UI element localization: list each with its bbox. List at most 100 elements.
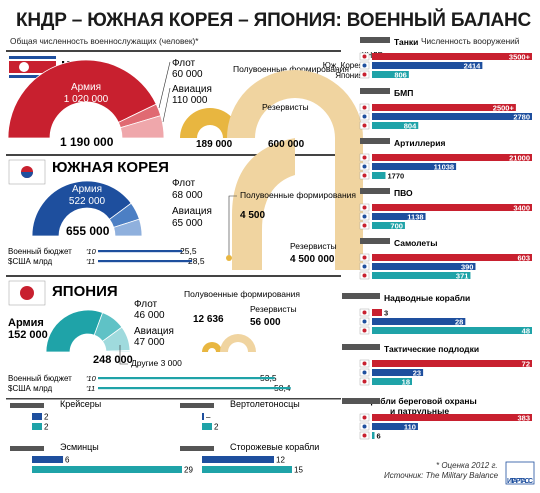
dprk-army-label: Армия <box>71 82 101 93</box>
ship-title-2: Эсминцы <box>60 442 99 452</box>
equip-value-2-2: 1770 <box>387 172 404 181</box>
equip-bar-6-2 <box>372 378 412 385</box>
equip-value-4-2: 371 <box>456 272 469 281</box>
equip-title-6: Тактические подлодки <box>384 344 479 354</box>
japan-reserve-arc <box>220 334 256 352</box>
rok-title: ЮЖНАЯ КОРЕЯ <box>52 159 169 176</box>
japan-other: Другие 3 000 <box>131 358 182 368</box>
japan-army-value: 152 000 <box>8 329 48 341</box>
equip-bar-6-0 <box>372 360 532 367</box>
japan-army-label: Армия <box>8 317 44 329</box>
dprk-paramil-arc <box>180 108 240 138</box>
tass-logo-text: ИТАР ТАСС <box>507 478 533 485</box>
ship-value-3-0: 12 <box>276 456 285 465</box>
equip-bar-4-2 <box>372 272 471 279</box>
equip-flag-mark-1-2 <box>362 123 367 128</box>
rok-paramil-value: 4 500 <box>240 210 265 221</box>
rok-air-label: Авиация <box>172 206 212 217</box>
japan-y10: '10 <box>86 374 97 383</box>
dprk-paramil-value: 189 000 <box>196 139 233 150</box>
equip-flag-mark-2-2 <box>362 173 367 178</box>
rok-reserve-arc <box>232 138 295 270</box>
equip-value-1-1: 2780 <box>513 113 530 122</box>
dprk-personnel-chart: Армия 1 020 000 1 190 000 Флот 60 000 Ав… <box>7 58 212 149</box>
japan-budget-bar-10 <box>98 377 275 380</box>
dprk-air-label: Авиация <box>172 84 212 95</box>
equip-flag-mark-5-0 <box>362 310 367 315</box>
rok-budget-10: 25,5 <box>180 246 197 256</box>
equip-value-0-2: 806 <box>394 71 407 80</box>
equip-flag-mark-3-0 <box>362 205 367 210</box>
equip-value-5-1: 28 <box>455 318 463 327</box>
equip-bar-2-2 <box>372 172 386 179</box>
source: Источник: The Military Balance <box>384 471 499 480</box>
equip-flag-mark-1-1 <box>362 114 367 119</box>
ship-title-1: Вертолетоносцы <box>230 399 300 409</box>
japan-total: 248 000 <box>93 354 133 366</box>
equip-flag-mark-6-2 <box>362 379 367 384</box>
equip-title-7: Корабли береговой охраны <box>360 396 477 406</box>
equip-icon-0 <box>360 37 390 43</box>
ship-bar-3-1 <box>202 466 292 473</box>
ship-value-0-0: 2 <box>44 413 49 422</box>
equip-value-1-2: 804 <box>404 122 417 131</box>
ship-bar-0-1 <box>32 423 42 430</box>
ship-bar-2-1 <box>32 466 182 473</box>
ship-title-0: Крейсеры <box>60 399 101 409</box>
dprk-army-slice <box>7 59 157 139</box>
equip-bar-5-2 <box>372 327 532 334</box>
ship-value-3-1: 15 <box>294 466 303 475</box>
equip-flag-mark-4-0 <box>362 255 367 260</box>
ship-bar-1-0 <box>202 413 204 420</box>
equip-bar-4-0 <box>372 254 532 261</box>
equip-value-4-0: 603 <box>517 254 530 263</box>
rok-budget-label-1: Военный бюджет <box>8 247 72 256</box>
equip-flag-mark-6-0 <box>362 361 367 366</box>
ship-icon-3 <box>180 446 214 451</box>
equip-icon-2 <box>360 138 390 144</box>
equip-bar-1-1 <box>372 113 532 120</box>
equip-bar-4-1 <box>372 263 476 270</box>
tass-logo <box>505 461 535 485</box>
rok-army-slice <box>31 180 132 237</box>
equip-title-7-b: и патрульные <box>390 406 449 416</box>
rok-navy-label: Флот <box>172 178 196 189</box>
equip-flag-mark-1-0 <box>362 105 367 110</box>
equip-flag-mark-6-1 <box>362 370 367 375</box>
equip-bar-7-2 <box>372 432 375 439</box>
rok-budget-11: 28,5 <box>188 256 205 266</box>
equip-bar-2-1 <box>372 163 457 170</box>
equip-bar-3-2 <box>372 222 405 229</box>
equip-icon-7 <box>342 398 380 404</box>
rok-budget-bar-11 <box>98 260 193 263</box>
footer: * Оценка 2012 г. Источник: The Military … <box>384 461 535 485</box>
ships-bars: Крейсеры22Вертолетоносцы–2Эсминцы629Стор… <box>6 398 341 475</box>
japan-reserve-label: Резервисты <box>250 304 297 314</box>
equip-bar-1-0 <box>372 104 516 111</box>
equip-value-5-0: 3 <box>384 309 388 318</box>
japan-air-value: 47 000 <box>134 337 165 348</box>
dprk-navy-label: Флот <box>172 58 196 69</box>
equip-flag-mark-7-0 <box>362 415 367 420</box>
equip-flag-mark-5-2 <box>362 328 367 333</box>
legend-rok: Юж. Корея <box>323 61 363 70</box>
equip-flag-mark-3-1 <box>362 214 367 219</box>
equip-flag-mark-5-1 <box>362 319 367 324</box>
equip-value-6-2: 18 <box>402 378 410 387</box>
equip-flag-mark-0-2 <box>362 72 367 77</box>
rok-header: ЮЖНАЯ КОРЕЯ <box>6 154 341 185</box>
equip-bar-7-1 <box>372 423 418 430</box>
ship-bar-3-0 <box>202 456 274 463</box>
equip-title-1: БМП <box>394 88 413 98</box>
equip-icon-1 <box>360 88 390 94</box>
equip-title-0: Танки <box>394 37 418 47</box>
ship-value-0-1: 2 <box>44 423 49 432</box>
equip-value-7-0: 383 <box>517 414 530 423</box>
japan-paramil-value: 12 636 <box>193 314 224 325</box>
rok-reserve-value: 4 500 000 <box>290 254 335 265</box>
equip-value-0-1: 2414 <box>464 62 482 71</box>
ship-bar-1-1 <box>202 423 212 430</box>
ship-value-1-0: – <box>206 413 211 422</box>
dprk-navy-value: 60 000 <box>172 69 203 80</box>
